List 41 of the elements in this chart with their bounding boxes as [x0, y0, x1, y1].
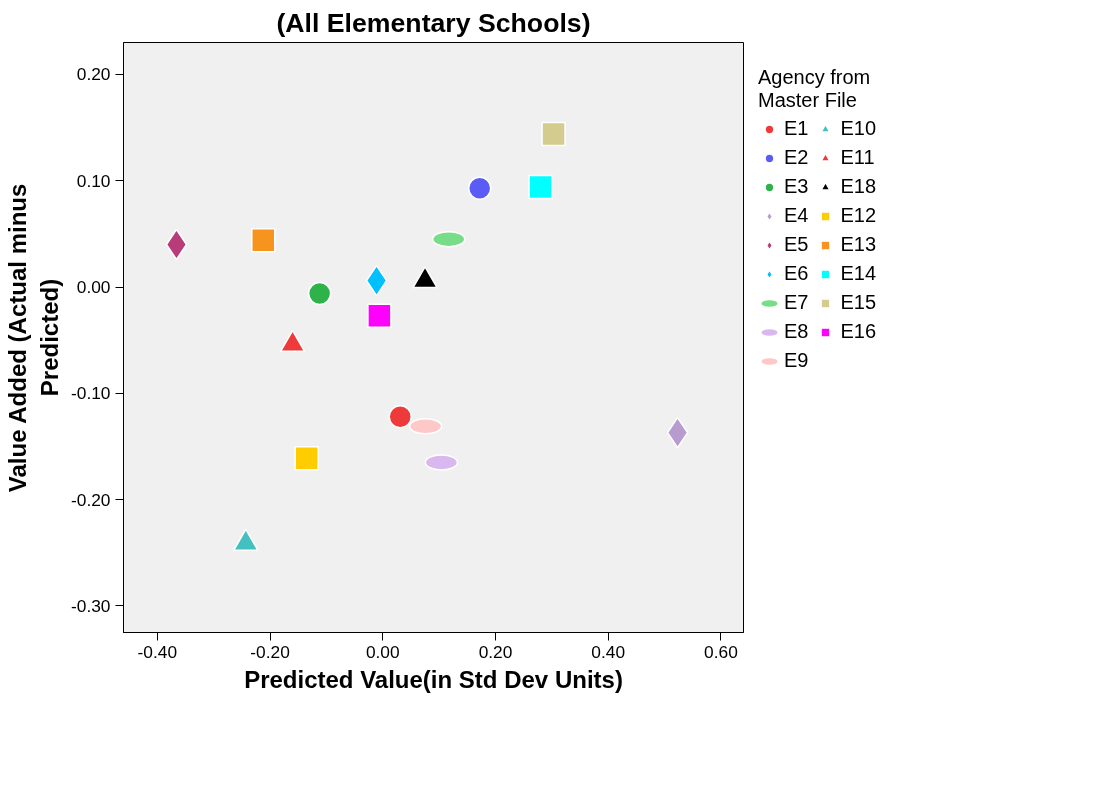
point — [528, 174, 553, 200]
legend-label: E13 — [840, 233, 877, 256]
point — [294, 445, 319, 471]
legend-label: E4 — [784, 204, 809, 227]
legend-label: E9 — [784, 349, 809, 372]
y-tick-label: -0.10 — [71, 383, 111, 404]
legend-label: E6 — [784, 262, 809, 285]
legend-label: E1 — [784, 117, 809, 140]
x-tick-label: 0.20 — [478, 641, 513, 662]
chart-title: (All Elementary Schools) — [276, 7, 591, 38]
y-tick-label: -0.20 — [71, 489, 111, 510]
legend-title: Agency from Master File — [758, 66, 872, 112]
legend-label: E8 — [784, 320, 809, 343]
point — [307, 281, 332, 306]
point — [388, 404, 412, 429]
legend-label: E15 — [840, 291, 877, 314]
legend-label: E12 — [840, 204, 877, 227]
x-tick-label: 0.00 — [365, 641, 400, 662]
y-axis-title: Value Added (Actual minus Predicted) — [3, 183, 63, 493]
legend-label: E10 — [840, 117, 877, 140]
y-tick-label: 0.10 — [76, 170, 111, 191]
x-tick-label: -0.20 — [250, 641, 290, 662]
point — [251, 227, 276, 253]
legend-label: E18 — [840, 175, 877, 198]
point — [467, 176, 492, 200]
point — [541, 121, 566, 147]
legend-label: E16 — [840, 320, 877, 343]
legend-label: E14 — [840, 262, 877, 285]
x-tick-label: 0.40 — [591, 641, 626, 662]
legend-label: E11 — [840, 146, 875, 169]
x-axis-title: Predicted Value(in Std Dev Units) — [244, 665, 623, 693]
legend-label: E2 — [784, 146, 809, 169]
legend-label: E3 — [784, 175, 809, 198]
point — [367, 303, 392, 328]
x-tick-label: -0.40 — [137, 641, 178, 662]
y-tick-label: -0.30 — [71, 595, 111, 616]
y-tick-label: 0.00 — [76, 277, 111, 297]
y-tick-label: 0.20 — [76, 64, 111, 85]
legend-label: E7 — [784, 291, 809, 314]
legend-label: E5 — [784, 233, 809, 256]
x-tick-label: 0.60 — [704, 641, 738, 662]
